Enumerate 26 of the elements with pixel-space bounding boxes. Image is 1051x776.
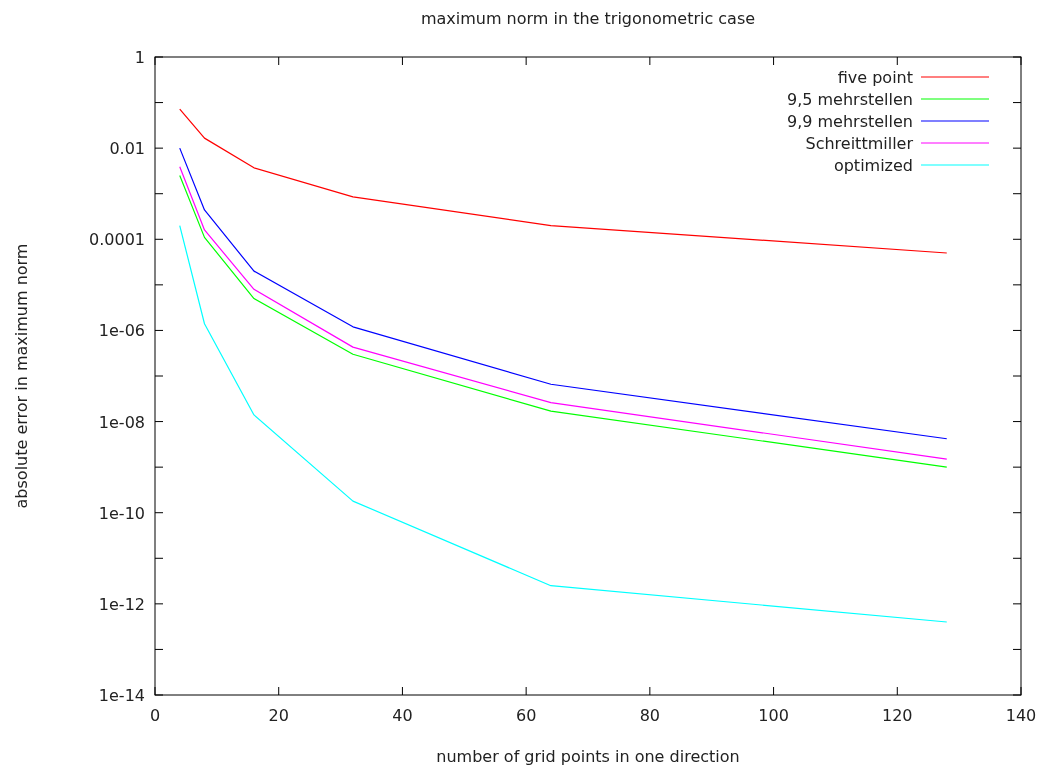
x-tick-label: 20 (268, 706, 289, 725)
x-tick-label: 140 (1005, 706, 1037, 725)
text: 0.01 (109, 139, 145, 159)
y-tick-label: 1e-06 (98, 321, 145, 341)
y-axis-title: absolute error in maximum norm (12, 243, 31, 509)
legend-label: 9,9 mehrstellen (786, 112, 913, 131)
y-tick-label: 1e-08 (98, 412, 145, 432)
y-tick-label: 0.0001 (89, 230, 145, 250)
y-tick-label: 1e-14 (98, 686, 145, 705)
x-tick-label: 100 (758, 706, 789, 725)
chart-title: maximum norm in the trigonometric case (420, 9, 756, 28)
legend-label: optimized (833, 156, 913, 175)
x-tick-label: 40 (392, 706, 413, 725)
legend-label: five point (837, 68, 913, 87)
line-series (179, 224, 948, 623)
y-tick-label: 1e-12 (98, 594, 145, 614)
x-axis-title: number of grid points in one direction (436, 747, 740, 766)
x-tick-label: 80 (639, 706, 661, 725)
x-tick-label: 120 (882, 706, 913, 725)
x-tick-label: 60 (515, 706, 537, 725)
y-tick-label: 1 (134, 48, 145, 67)
legend-label: Schreittmiller (805, 134, 914, 153)
x-tick-label: 0 (149, 706, 161, 725)
legend-label: 9,5 mehrstellen (786, 90, 913, 109)
y-tick-label: 1e-10 (98, 503, 145, 523)
line-series (179, 108, 948, 254)
